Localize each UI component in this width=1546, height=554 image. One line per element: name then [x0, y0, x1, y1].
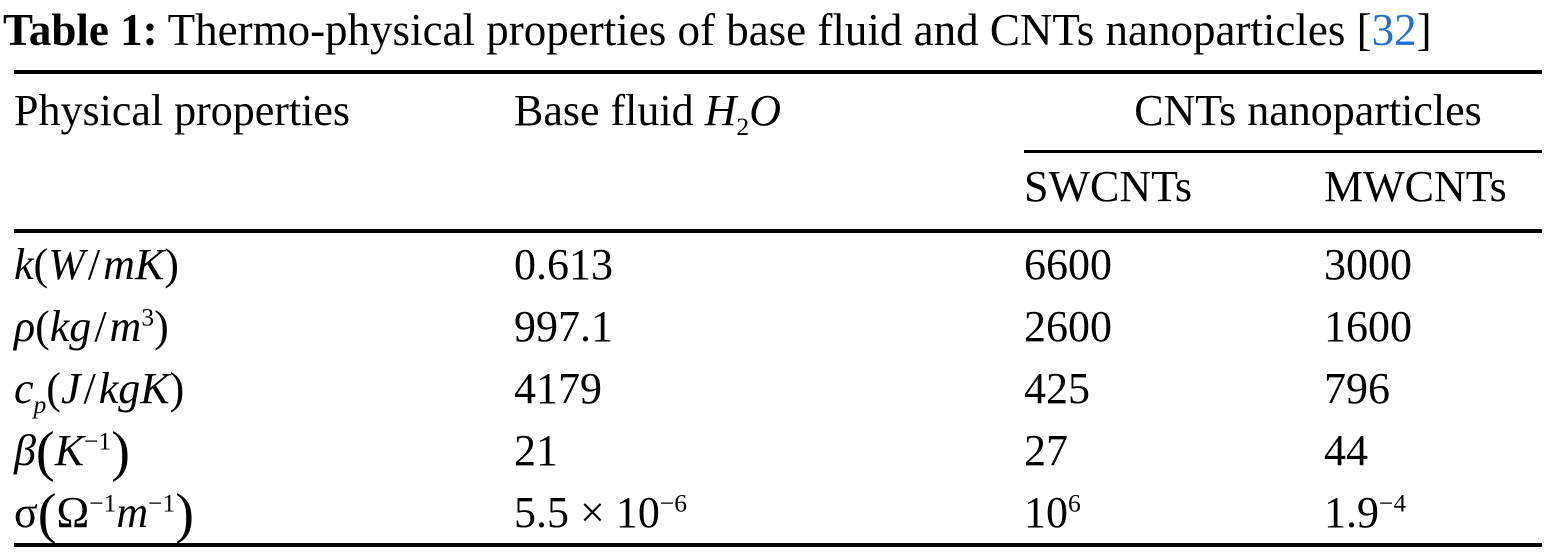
table-header-row: Physical properties Base fluid H2O CNTs … [14, 74, 1542, 150]
value-cell-base-fluid: 4179 [514, 364, 602, 413]
formula-part: W [48, 240, 85, 289]
value-cell-base-fluid: 5.5 × 10−6 [514, 488, 687, 537]
value-cell-mwcnts: 1600 [1324, 302, 1412, 351]
table-top-rule [14, 70, 1542, 74]
property-label: β(K−1) [14, 423, 514, 481]
formula-part: ( [35, 302, 50, 351]
value-cell-base-fluid: 21 [514, 426, 558, 475]
value-cell-mwcnts: 3000 [1324, 240, 1412, 289]
table-row-rho: ρ(kg/m3) 997.1 2600 1600 [14, 295, 1542, 357]
value-cell-mwcnts: 796 [1324, 364, 1390, 413]
formula-part: β [14, 426, 36, 475]
formula-part: ρ [14, 302, 36, 351]
formula-part: ) [164, 240, 179, 289]
citation-bracket-open: [ [1345, 5, 1372, 55]
table-caption: Table 1: Thermo-physical properties of ba… [0, 0, 1546, 70]
cnts-subcolumns: SWCNTs MWCNTs [1024, 150, 1542, 229]
caption-label: Table 1: [3, 5, 158, 55]
formula-part: J [60, 364, 81, 413]
formula-part: ( [35, 421, 55, 484]
table-row-sigma: σ(Ω−1m−1) 5.5 × 10−6 106 1.9−4 [14, 481, 1542, 543]
table-bottom-rule [14, 543, 1542, 547]
formula-part: / [94, 302, 107, 351]
property-label: σ(Ω−1m−1) [14, 485, 514, 543]
formula-part: 3 [141, 302, 155, 332]
formula-part: / [87, 240, 101, 289]
formula-part: kg [49, 302, 92, 351]
table-subheader-row: SWCNTs MWCNTs [14, 150, 1542, 229]
caption-text: Thermo-physical properties of base fluid… [167, 5, 1346, 55]
formula-part: p [33, 389, 47, 419]
column-group-header-cnts: CNTs nanoparticles [1134, 86, 1482, 135]
formula-part: k [14, 240, 34, 289]
column-header-physical-properties: Physical properties [14, 86, 351, 135]
value-cell-swcnts: 106 [1024, 488, 1081, 537]
table-mid-rule [14, 229, 1542, 233]
formula-part: ) [111, 421, 130, 484]
value-cell-swcnts: 425 [1024, 364, 1090, 413]
table-row-k: k(W/mK) 0.613 6600 3000 [14, 233, 1542, 295]
property-label: cp(J/kgK) [14, 361, 514, 419]
formula-part: O [749, 86, 781, 135]
property-label: k(W/mK) [14, 237, 514, 295]
column-header-mwcnts: MWCNTs [1324, 162, 1507, 211]
formula-part: ( [33, 240, 49, 289]
value-cell-mwcnts: 44 [1324, 426, 1368, 475]
citation-bracket-close: ] [1416, 5, 1432, 55]
formula-part: ) [154, 302, 169, 351]
value-cell-swcnts: 2600 [1024, 302, 1112, 351]
formula-part: ( [37, 483, 57, 546]
column-header-base-fluid: Base fluid H2O [514, 86, 781, 141]
formula-part: K [54, 426, 85, 475]
formula-part: 2 [736, 111, 750, 141]
column-header-swcnts: SWCNTs [1024, 162, 1193, 211]
formula-part: c [14, 364, 34, 413]
value-cell-base-fluid: 0.613 [514, 240, 613, 289]
table-row-beta: β(K−1) 21 27 44 [14, 419, 1542, 481]
value-cell-swcnts: 27 [1024, 426, 1068, 475]
value-cell-mwcnts: 1.9−4 [1324, 488, 1407, 537]
formula-part: Ω [56, 488, 90, 537]
property-label: ρ(kg/m3) [14, 299, 514, 357]
formula-part: mK [103, 240, 165, 289]
formula-part: H [704, 86, 737, 135]
formula-part: ( [46, 364, 61, 413]
citation-link[interactable]: 32 [1371, 5, 1417, 55]
formula-part: ) [175, 483, 195, 546]
formula-part: −1 [148, 488, 176, 518]
table-row-cp: cp(J/kgK) 4179 425 796 [14, 357, 1542, 419]
formula-part: −1 [84, 426, 112, 456]
formula-part: m [116, 488, 149, 537]
formula-part: σ [14, 488, 38, 537]
value-cell-base-fluid: 997.1 [514, 302, 613, 351]
formula-part: kgK [98, 364, 170, 413]
properties-table: Physical properties Base fluid H2O CNTs … [14, 70, 1542, 547]
value-cell-swcnts: 6600 [1024, 240, 1112, 289]
formula-part: m [109, 302, 142, 351]
formula-part: −1 [89, 488, 117, 518]
subheader-spacer [14, 150, 1024, 229]
formula-part: ) [169, 364, 185, 413]
formula-part: / [83, 364, 96, 413]
